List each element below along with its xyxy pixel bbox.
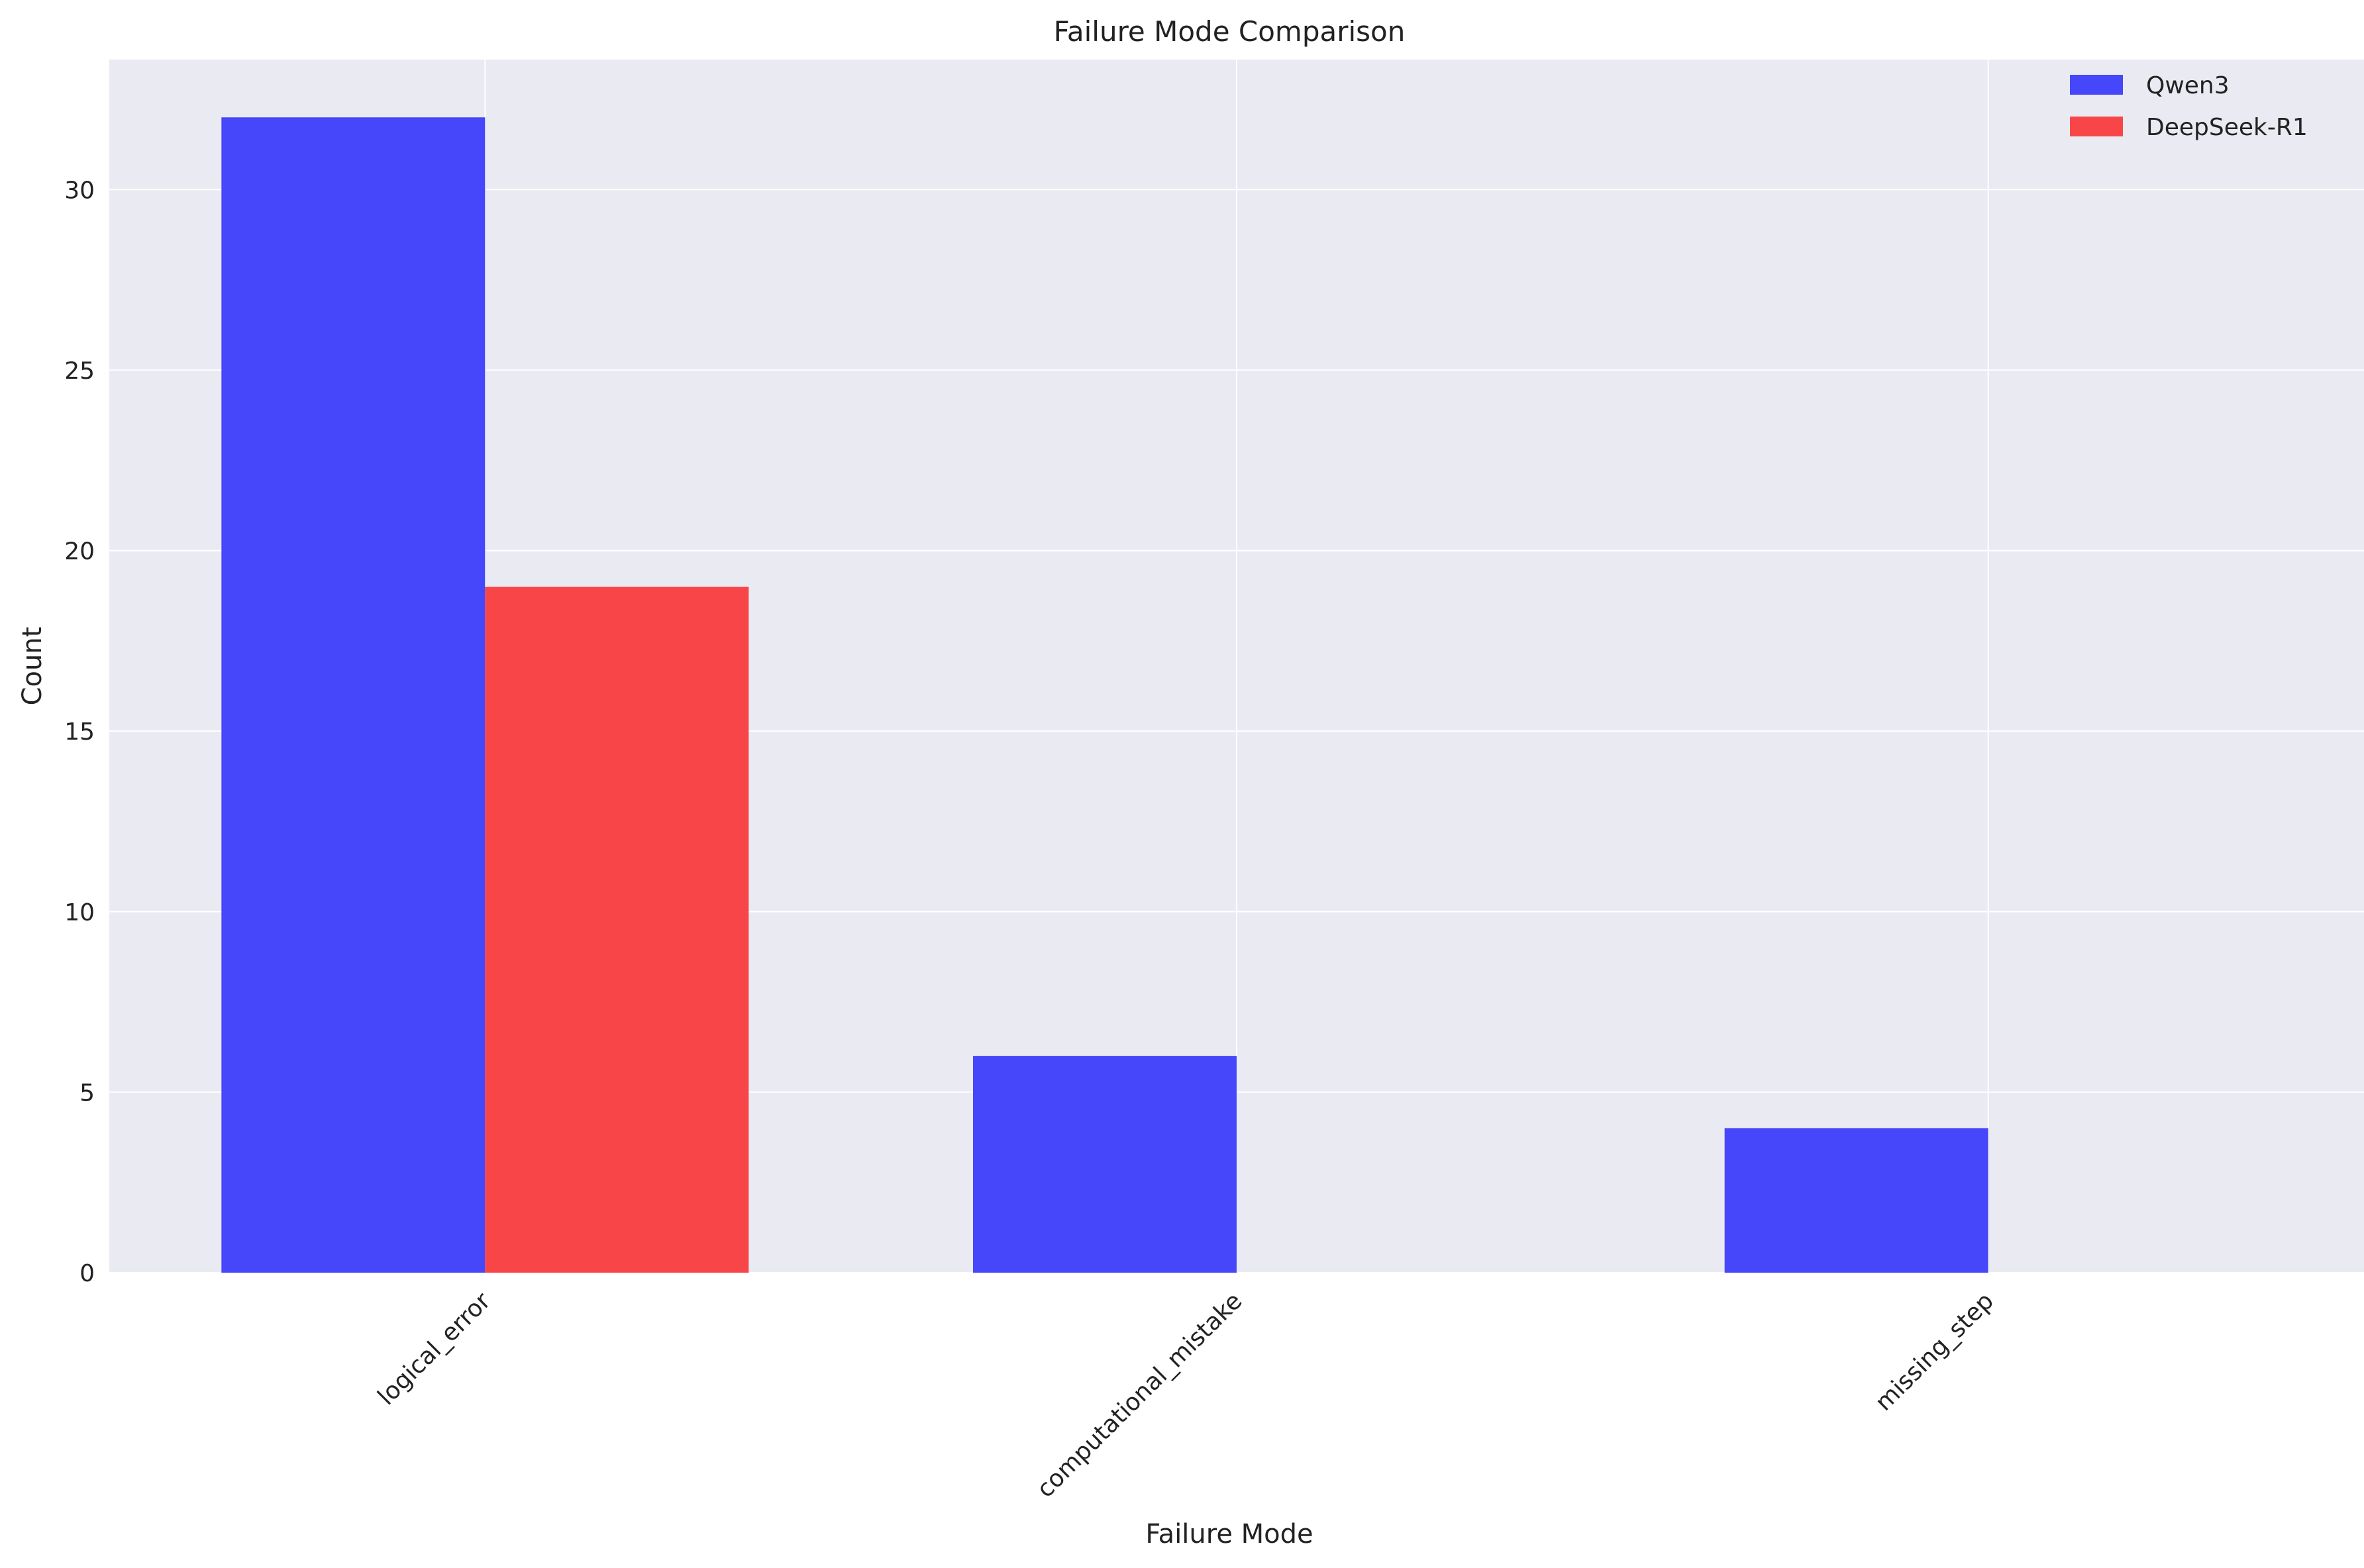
legend-swatch-deepseek-r1 bbox=[2070, 117, 2123, 136]
legend-swatch-qwen3 bbox=[2070, 75, 2123, 95]
y-tick-label: 30 bbox=[64, 177, 95, 204]
chart-title: Failure Mode Comparison bbox=[1054, 15, 1406, 48]
y-tick-label: 20 bbox=[64, 538, 95, 565]
y-axis-ticks: 0 5 10 15 20 25 30 bbox=[64, 177, 95, 1287]
x-tick-label: logical_error bbox=[373, 1287, 496, 1410]
y-tick-label: 5 bbox=[79, 1079, 95, 1106]
bar-qwen3-missing-step bbox=[1724, 1128, 1988, 1273]
x-tick-label: computational_mistake bbox=[1032, 1287, 1248, 1503]
y-tick-label: 10 bbox=[64, 899, 95, 926]
legend: Qwen3 DeepSeek-R1 bbox=[2070, 72, 2308, 141]
x-axis-label: Failure Mode bbox=[1145, 1519, 1313, 1549]
legend-label: Qwen3 bbox=[2146, 72, 2230, 99]
y-tick-label: 0 bbox=[79, 1260, 95, 1287]
bar-qwen3-computational-mistake bbox=[973, 1055, 1237, 1273]
bar-deepseek-r1-logical-error bbox=[485, 587, 749, 1273]
bars bbox=[221, 117, 1988, 1273]
y-axis-label: Count bbox=[17, 627, 48, 706]
x-axis-ticks: logical_error computational_mistake missin… bbox=[373, 1287, 1999, 1503]
bar-qwen3-logical-error bbox=[221, 117, 486, 1273]
legend-label: DeepSeek-R1 bbox=[2146, 114, 2308, 141]
y-tick-label: 15 bbox=[64, 718, 95, 746]
x-tick-label: missing_step bbox=[1870, 1287, 1999, 1416]
y-tick-label: 25 bbox=[64, 358, 95, 385]
